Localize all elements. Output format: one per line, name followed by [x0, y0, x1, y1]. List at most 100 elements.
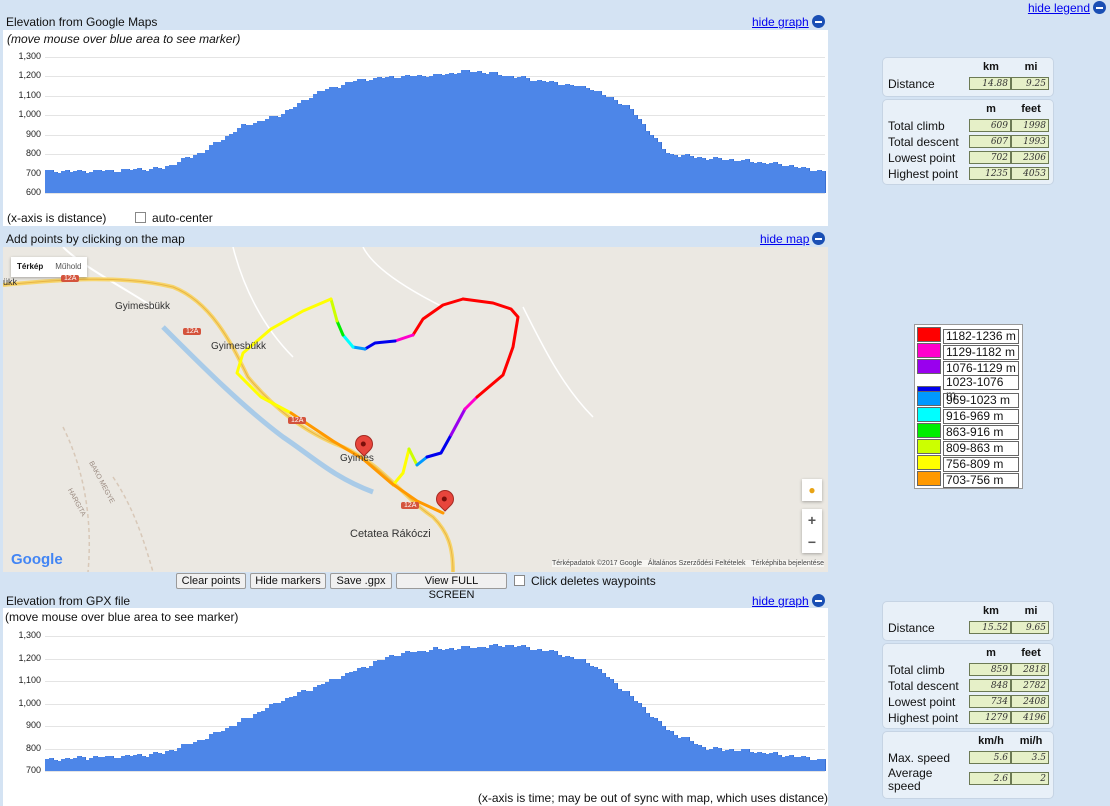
save-gpx-button[interactable]: Save .gpx — [330, 573, 392, 589]
elevation-bar — [821, 171, 826, 193]
track-segment — [463, 395, 479, 411]
stat-value: 1279 — [969, 711, 1011, 724]
graph1-bars[interactable] — [45, 57, 826, 193]
legend-item: 1182-1236 m — [917, 327, 1020, 344]
stat-label: Highest point — [888, 167, 959, 181]
stat-value: 5.6 — [969, 751, 1011, 764]
unit-header: m — [986, 103, 996, 115]
hide-legend-link[interactable]: hide legend — [1027, 1, 1090, 15]
track-segment — [341, 333, 355, 349]
graph1-footer: (x-axis is distance) auto-center — [7, 210, 213, 226]
legend-swatch — [917, 391, 941, 406]
map-type-satellite[interactable]: Műhold — [55, 262, 82, 271]
zoom-control: + − — [802, 509, 822, 553]
graph2-panel[interactable]: (move mouse over blue area to see marker… — [3, 608, 828, 806]
route-track — [235, 297, 520, 515]
stat-value: 2782 — [1011, 679, 1049, 692]
graph2-hint: (move mouse over blue area to see marker… — [5, 610, 239, 624]
unit-header: m — [986, 647, 996, 659]
stats1-distance-box: km mi Distance 14.88 9.25 — [882, 57, 1054, 97]
map-canvas[interactable]: Térkép Műhold ükk Gyimesbükk Gyimesbükk G… — [3, 247, 828, 572]
stat-value: 734 — [969, 695, 1011, 708]
click-deletes-checkbox[interactable] — [514, 575, 525, 586]
graph2-title: Elevation from GPX file — [6, 594, 131, 608]
graph1-hide-link[interactable]: hide graph — [752, 15, 809, 29]
autocenter-checkbox[interactable] — [135, 212, 147, 223]
legend-label: 863-916 m — [943, 425, 1019, 440]
click-deletes-label: Click deletes waypoints — [531, 574, 656, 588]
y-tick-label: 1,100 — [18, 89, 41, 100]
map-svg — [3, 247, 594, 572]
stat-label: Distance — [888, 77, 935, 91]
stat-label: Total descent — [888, 679, 959, 693]
map-attribution[interactable]: Térképadatok ©2017 Google Általános Szer… — [552, 560, 824, 567]
hide-markers-button[interactable]: Hide markers — [250, 573, 326, 589]
stat-value: 14.88 — [969, 77, 1011, 90]
y-tick-label: 700 — [25, 167, 41, 178]
autocenter-label: auto-center — [152, 211, 213, 225]
legend-label: 1023-1076 m — [943, 375, 1019, 402]
y-tick-label: 1,000 — [18, 697, 41, 708]
zoom-out-button[interactable]: − — [807, 534, 817, 550]
stats1-climb-box: m feet Total climb 609 1998 Total descent 60… — [882, 99, 1054, 185]
unit-header: km — [983, 61, 999, 73]
place-label: Gyimesbükk — [115, 301, 171, 312]
legend-swatch — [917, 327, 941, 342]
legend-label: 703-756 m — [943, 473, 1019, 488]
map-hide-link[interactable]: hide map — [760, 232, 810, 246]
graph1-panel[interactable]: (move mouse over blue area to see marker… — [3, 30, 828, 226]
stat-value: 2.6 — [969, 772, 1011, 785]
map-type-map[interactable]: Térkép — [17, 262, 44, 271]
map-hide-row: hide map — [760, 231, 826, 247]
graph2-xaxis-note: (x-axis is time; may be out of sync with… — [477, 791, 828, 805]
minor-road — [232, 247, 594, 418]
legend-label: 1182-1236 m — [943, 329, 1019, 344]
graph1-xaxis-note: (x-axis is distance) — [7, 211, 107, 225]
y-tick-label: 1,300 — [18, 630, 41, 640]
gridline — [45, 636, 825, 637]
y-tick-label: 600 — [25, 187, 41, 197]
stat-label: Max. speed — [888, 751, 951, 765]
road-label: 12A — [61, 275, 80, 282]
graph1-title: Elevation from Google Maps — [6, 15, 158, 29]
track-segment — [393, 333, 415, 343]
y-tick-label: 1,300 — [18, 51, 41, 61]
collapse-icon[interactable] — [811, 15, 825, 28]
road-label: 12A — [183, 328, 202, 335]
legend-label: 1129-1182 m — [943, 345, 1019, 360]
collapse-icon[interactable] — [1093, 1, 1106, 14]
place-label: Cetatea Rákóczi — [350, 528, 431, 540]
legend-item: 1023-1076 m — [917, 375, 1020, 402]
graph2-bars[interactable] — [45, 636, 826, 771]
legend-item: 1129-1182 m — [917, 343, 1020, 360]
graph1-hint: (move mouse over blue area to see marker… — [7, 32, 241, 46]
stat-value: 4053 — [1011, 167, 1049, 180]
zoom-in-button[interactable]: + — [807, 512, 817, 528]
google-logo: Google — [11, 551, 63, 568]
pegman-icon[interactable]: ● — [802, 479, 822, 501]
place-label: ükk — [3, 277, 18, 287]
stats2-climb-box: m feet Total climb 859 2818 Total descent 84… — [882, 643, 1054, 729]
collapse-icon[interactable] — [811, 594, 825, 607]
stat-label: Average — [888, 766, 933, 780]
track-segment — [407, 447, 419, 467]
road-label: 12A — [401, 502, 420, 509]
gridline — [45, 57, 825, 58]
view-fullscreen-button[interactable]: View FULL SCREEN — [396, 573, 507, 601]
track-segment — [335, 319, 345, 337]
collapse-icon[interactable] — [812, 232, 826, 245]
stat-label: Lowest point — [888, 695, 956, 709]
unit-header: feet — [1021, 647, 1041, 659]
stat-value: 609 — [969, 119, 1011, 132]
stat-value: 859 — [969, 663, 1011, 676]
stat-label: Total descent — [888, 135, 959, 149]
y-tick-label: 700 — [25, 765, 41, 775]
stat-label: Total climb — [888, 663, 945, 677]
graph2-hide-link[interactable]: hide graph — [752, 594, 809, 608]
stat-value: 2 — [1011, 772, 1049, 785]
y-tick-label: 900 — [25, 720, 41, 730]
legend-swatch — [917, 423, 941, 438]
clear-points-button[interactable]: Clear points — [176, 573, 246, 589]
stat-value: 607 — [969, 135, 1011, 148]
unit-header: mi — [1024, 61, 1038, 73]
